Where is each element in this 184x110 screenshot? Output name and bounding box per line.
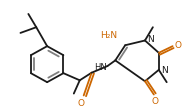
Text: O: O (175, 41, 182, 50)
Text: N: N (147, 35, 154, 44)
Text: O: O (151, 97, 158, 106)
Text: N: N (161, 66, 167, 75)
Text: HN: HN (94, 62, 106, 72)
Text: H₂N: H₂N (100, 31, 117, 40)
Text: O: O (77, 99, 84, 108)
